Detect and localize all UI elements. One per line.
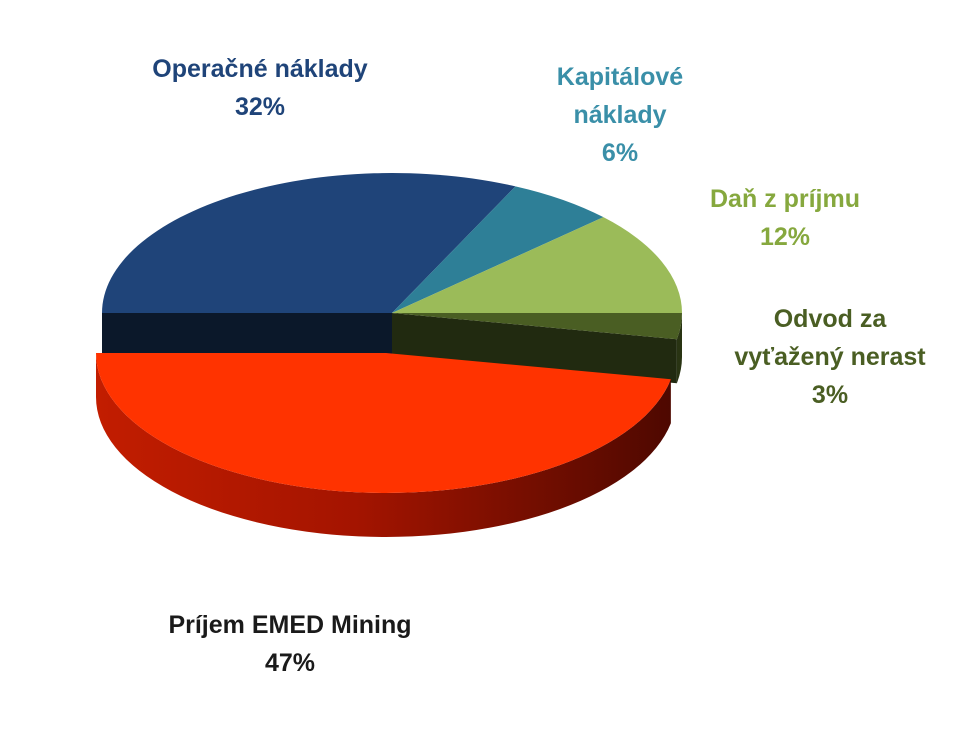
slice-3-wall-end (392, 313, 677, 384)
label-kapitalove-naklady-value: 6% (601, 139, 639, 167)
label-operacne-naklady-name: Operačné náklady (152, 55, 368, 83)
slice-0-wall-start (102, 313, 392, 357)
label-odvod-name-2: vyťažený nerast (734, 343, 926, 371)
label-kapitalove-naklady-name-1: Kapitálové (556, 63, 684, 91)
label-dan-z-prijmu-name: Daň z príjmu (709, 185, 860, 213)
label-kapitalove-naklady: Kapitálové náklady 6% (500, 58, 740, 172)
slice-4-side (96, 353, 671, 537)
label-odvod-value: 3% (811, 381, 849, 409)
label-dan-z-prijmu: Daň z príjmu 12% (660, 180, 910, 256)
label-odvod-name-1: Odvod za (773, 305, 887, 333)
slice-0-top (102, 172, 516, 313)
slice-4-top (96, 353, 671, 494)
label-operacne-naklady: Operačné náklady 32% (110, 50, 410, 126)
label-prijem-emed-mining-name: Príjem EMED Mining (168, 611, 412, 639)
slice-3-side (676, 313, 682, 384)
label-operacne-naklady-value: 32% (234, 93, 286, 121)
slice-3-top (392, 313, 682, 340)
label-odvod-za-vytazeny-nerast: Odvod za vyťažený nerast 3% (700, 300, 960, 414)
label-kapitalove-naklady-name-2: náklady (573, 101, 667, 129)
slice-2-top (392, 217, 682, 313)
label-prijem-emed-mining: Príjem EMED Mining 47% (120, 606, 460, 682)
label-dan-z-prijmu-value: 12% (759, 223, 811, 251)
label-prijem-emed-mining-value: 47% (264, 649, 316, 677)
slice-1-top (392, 186, 604, 313)
